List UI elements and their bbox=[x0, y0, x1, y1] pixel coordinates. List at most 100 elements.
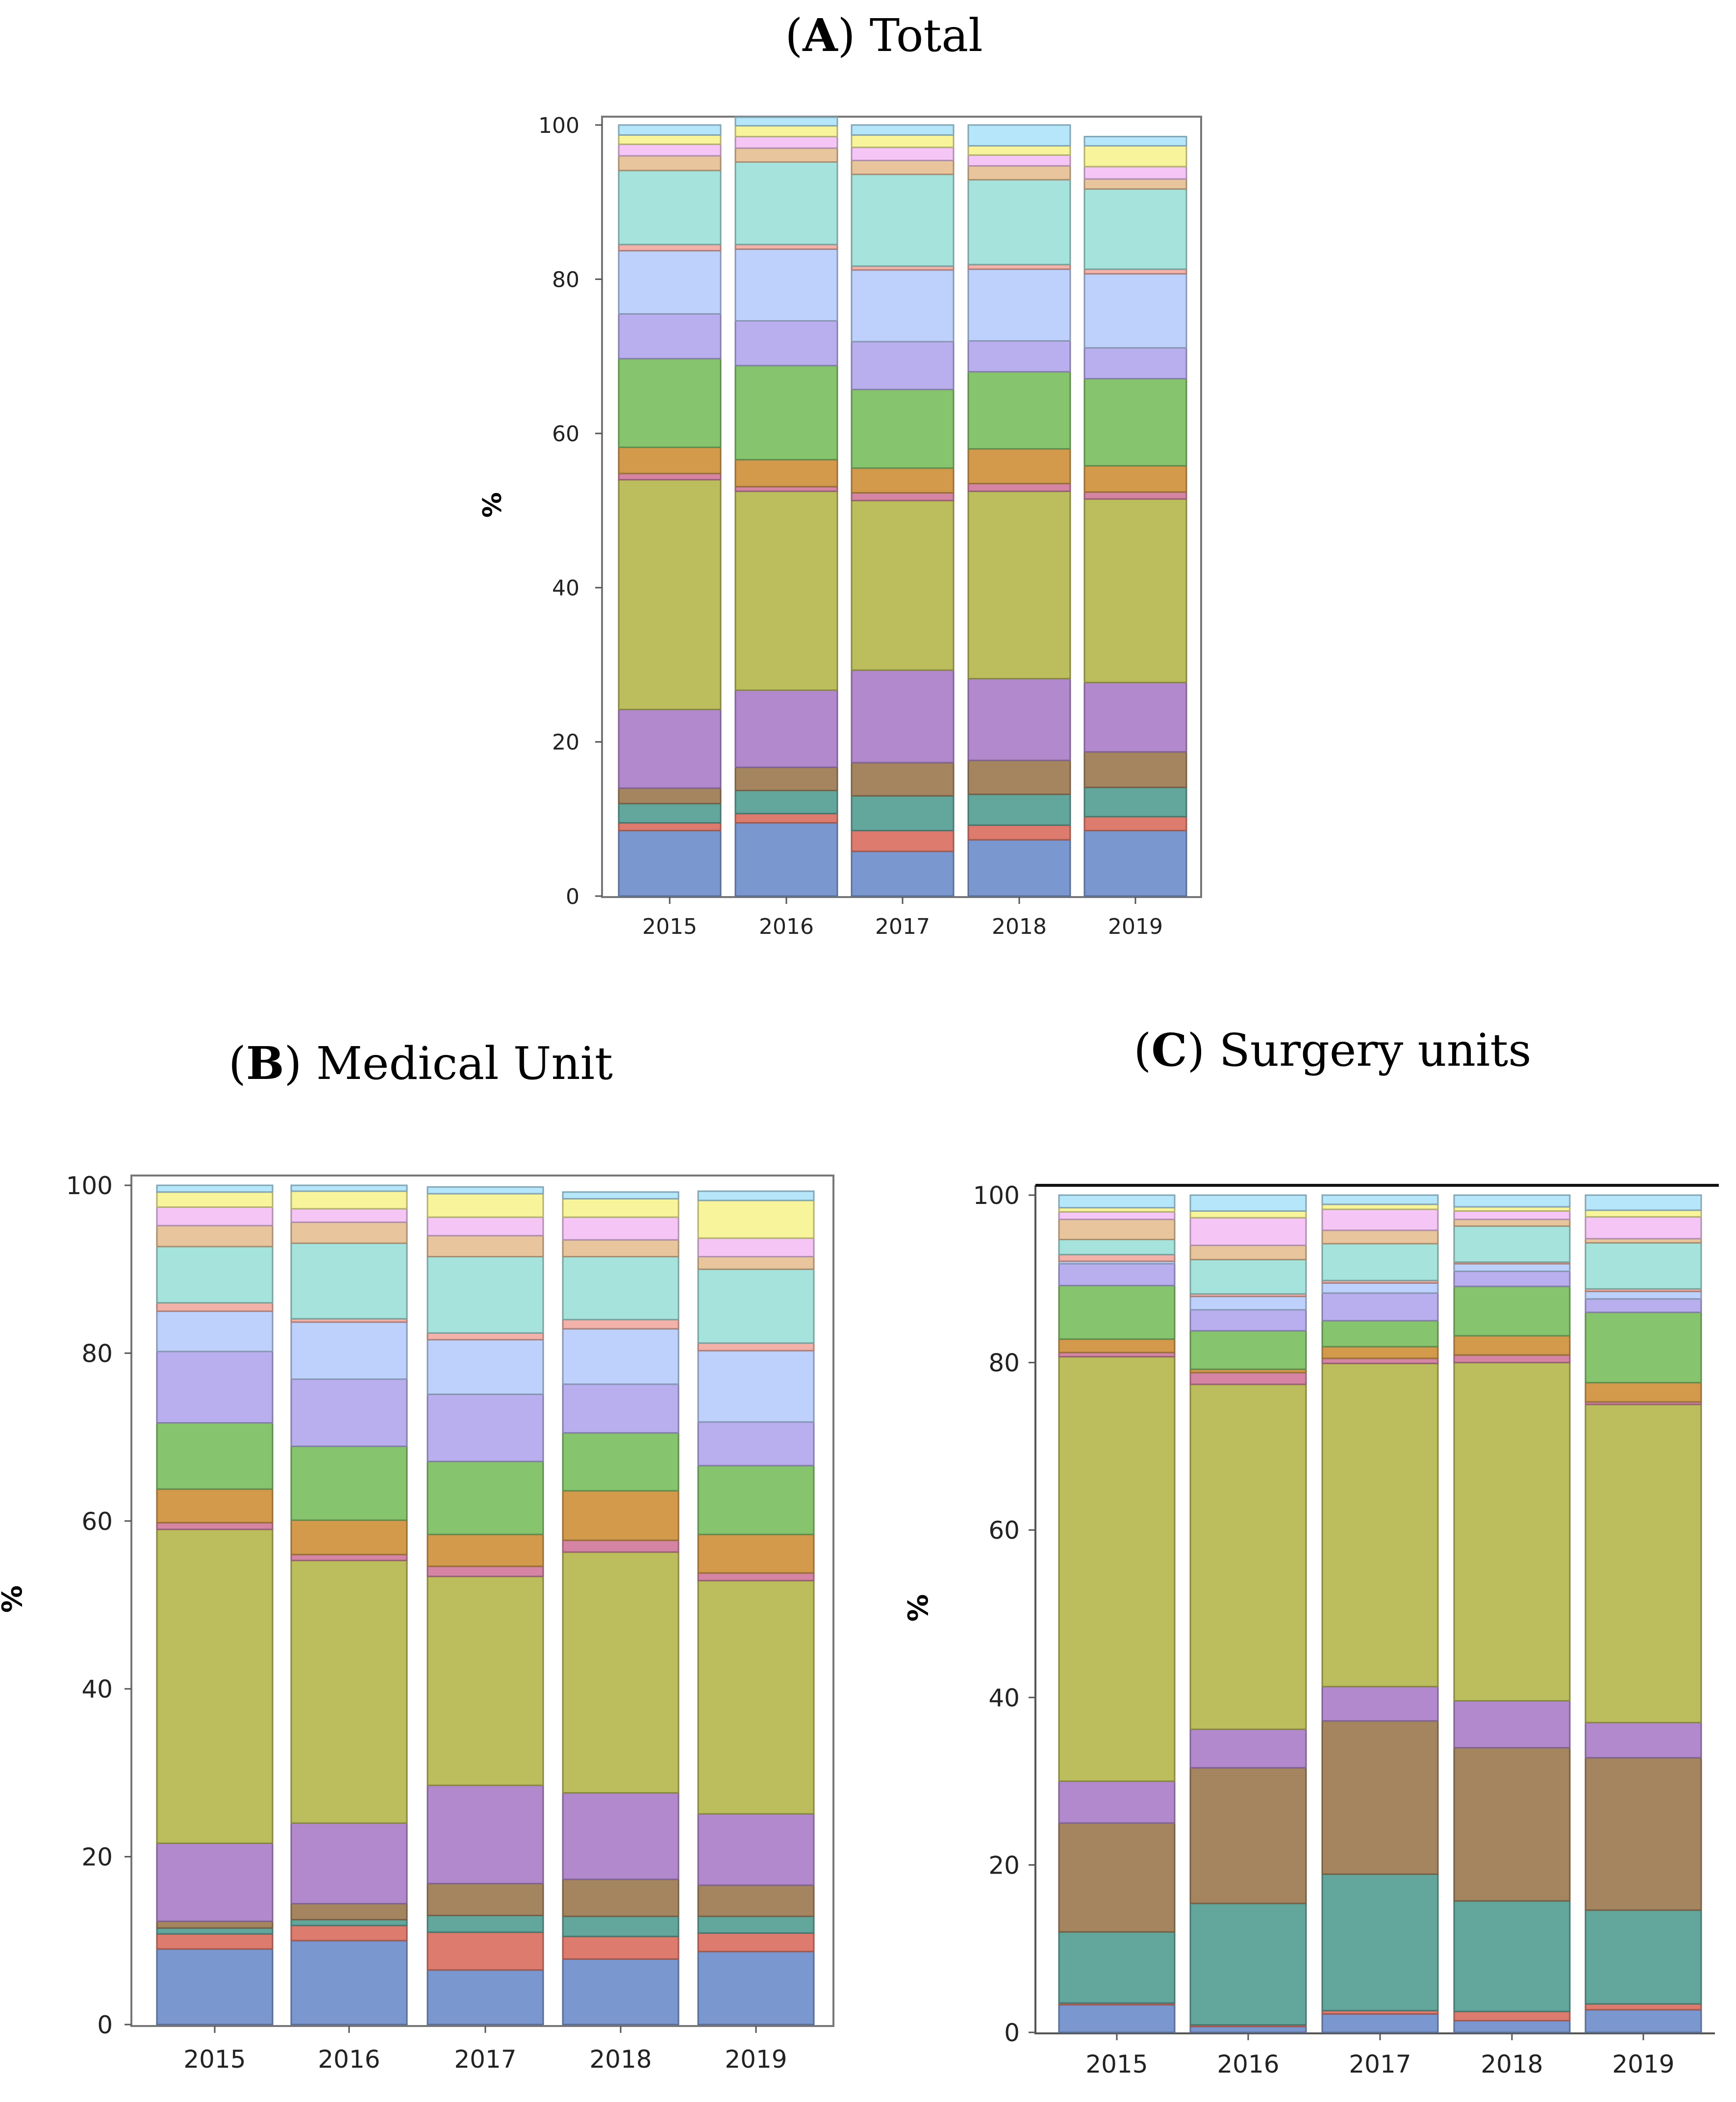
chart-c-segment bbox=[1321, 1720, 1439, 1875]
chart-b-bar-2016 bbox=[290, 1184, 408, 2026]
chart-b-segment bbox=[562, 1432, 679, 1492]
chart-c-segment bbox=[1585, 1209, 1702, 1218]
chart-a-segment bbox=[618, 358, 722, 449]
chart-a-segment bbox=[618, 802, 722, 824]
chart-b-segment bbox=[427, 1193, 544, 1218]
chart-b-bar-2017 bbox=[427, 1186, 544, 2026]
chart-b-segment bbox=[427, 1882, 544, 1916]
chart-c-segment bbox=[1585, 1242, 1702, 1290]
chart-b-segment bbox=[156, 1351, 274, 1424]
chart-a-segment bbox=[967, 124, 1071, 147]
chart-c-segment bbox=[1321, 1194, 1439, 1205]
chart-c-y-tick-label: 40 bbox=[988, 1684, 1020, 1712]
chart-c-segment bbox=[1453, 1335, 1571, 1356]
chart-c-segment bbox=[1321, 1320, 1439, 1348]
chart-a-segment bbox=[734, 161, 838, 246]
chart-a-y-tick-label: 60 bbox=[552, 422, 579, 447]
chart-a-x-tick-label: 2018 bbox=[992, 914, 1047, 939]
chart-b-segment bbox=[697, 1268, 815, 1344]
chart-c-bar-2019 bbox=[1585, 1194, 1702, 2033]
chart-a-x-tick-label: 2019 bbox=[1108, 914, 1163, 939]
chart-c-segment bbox=[1321, 1873, 1439, 2012]
chart-c-segment bbox=[1321, 2013, 1439, 2033]
chart-c-y-tick-label: 100 bbox=[973, 1181, 1020, 1210]
chart-a-segment bbox=[967, 793, 1071, 826]
chart-c-bar-2015 bbox=[1058, 1194, 1176, 2033]
chart-c-segment bbox=[1585, 1298, 1702, 1313]
chart-c-x-tick-label: 2017 bbox=[1349, 2050, 1411, 2078]
chart-c-segment bbox=[1058, 1338, 1176, 1353]
chart-b-segment bbox=[697, 1533, 815, 1574]
chart-c-segment bbox=[1058, 1239, 1176, 1255]
chart-c-segment bbox=[1058, 1263, 1176, 1286]
chart-b-y-tick-label: 0 bbox=[97, 2011, 113, 2039]
chart-c-segment bbox=[1585, 1909, 1702, 2005]
chart-b-segment bbox=[697, 1465, 815, 1535]
chart-c-segment bbox=[1585, 1403, 1702, 1724]
chart-a-segment bbox=[851, 174, 955, 267]
chart-b-segment bbox=[156, 1488, 274, 1524]
panel-c-name: Surgery units bbox=[1219, 1024, 1532, 1076]
chart-c-segment bbox=[1453, 1900, 1571, 2012]
chart-a-segment bbox=[618, 170, 722, 246]
chart-a-segment bbox=[967, 448, 1071, 484]
chart-c-segment bbox=[1585, 1757, 1702, 1911]
chart-a-segment bbox=[734, 490, 838, 691]
chart-c-segment bbox=[1058, 1211, 1176, 1221]
chart-a-segment bbox=[1083, 188, 1187, 270]
chart-a-y-tick-label: 40 bbox=[552, 576, 579, 601]
chart-a-segment bbox=[1083, 378, 1187, 467]
panel-b-letter: B bbox=[246, 1037, 284, 1090]
chart-a-bar-2017 bbox=[851, 124, 955, 897]
chart-c-segment bbox=[1321, 1292, 1439, 1322]
chart-b-segment bbox=[562, 1328, 679, 1385]
panel-a-name: Total bbox=[869, 9, 983, 62]
chart-b-segment bbox=[427, 1339, 544, 1395]
chart-c-bar-2016 bbox=[1189, 1194, 1307, 2033]
chart-a-y-axis-label: % bbox=[478, 492, 507, 518]
chart-c-segment bbox=[1321, 1229, 1439, 1245]
chart-a-segment bbox=[1083, 347, 1187, 380]
chart-b-bar-2018 bbox=[562, 1191, 679, 2026]
chart-c-segment bbox=[1321, 1203, 1439, 1210]
chart-c-segment bbox=[1189, 1309, 1307, 1332]
chart-b-segment bbox=[156, 1422, 274, 1490]
chart-b-segment bbox=[697, 1237, 815, 1258]
chart-a-y-tick-label: 0 bbox=[566, 884, 579, 909]
chart-c-segment bbox=[1453, 1700, 1571, 1749]
chart-b-segment bbox=[427, 1235, 544, 1258]
chart-a-segment bbox=[1083, 166, 1187, 180]
chart-a-segment bbox=[734, 116, 838, 127]
chart-c-segment bbox=[1189, 1372, 1307, 1385]
chart-c-segment bbox=[1453, 1362, 1571, 1702]
chart-c-y-tick-label: 20 bbox=[988, 1851, 1020, 1879]
chart-c-segment bbox=[1585, 1216, 1702, 1240]
chart-b-segment bbox=[156, 1184, 274, 1193]
chart-b-segment bbox=[562, 1958, 679, 2026]
chart-c-segment bbox=[1453, 1263, 1571, 1272]
chart-b-bar-2019 bbox=[697, 1190, 815, 2026]
chart-c-segment bbox=[1058, 1194, 1176, 1209]
chart-a-segment bbox=[618, 155, 722, 172]
chart-b-x-tick-label: 2015 bbox=[183, 2045, 246, 2074]
chart-b-segment bbox=[156, 1948, 274, 2026]
chart-c-segment bbox=[1453, 1194, 1571, 1208]
chart-a-x-tick-label: 2015 bbox=[642, 914, 697, 939]
chart-c-segment bbox=[1058, 1219, 1176, 1241]
chart-a-segment bbox=[851, 762, 955, 797]
chart-a-segment bbox=[618, 124, 722, 136]
chart-c-segment bbox=[1058, 1356, 1176, 1782]
chart-c-x-tick-label: 2019 bbox=[1612, 2050, 1674, 2078]
chart-c-segment bbox=[1321, 1686, 1439, 1722]
panel-a-letter: A bbox=[803, 9, 838, 62]
chart-a-segment bbox=[967, 490, 1071, 679]
chart-b-segment bbox=[427, 1969, 544, 2026]
chart-b-segment bbox=[427, 1216, 544, 1237]
chart-b-x-tick-label: 2018 bbox=[589, 2045, 652, 2074]
chart-a-segment bbox=[967, 839, 1071, 897]
chart-a-segment bbox=[967, 759, 1071, 795]
chart-c-bar-2018 bbox=[1453, 1194, 1571, 2033]
chart-c-y-tick-label: 0 bbox=[1004, 2019, 1020, 2047]
chart-c-segment bbox=[1189, 1767, 1307, 1904]
chart-b-segment bbox=[156, 1528, 274, 1844]
